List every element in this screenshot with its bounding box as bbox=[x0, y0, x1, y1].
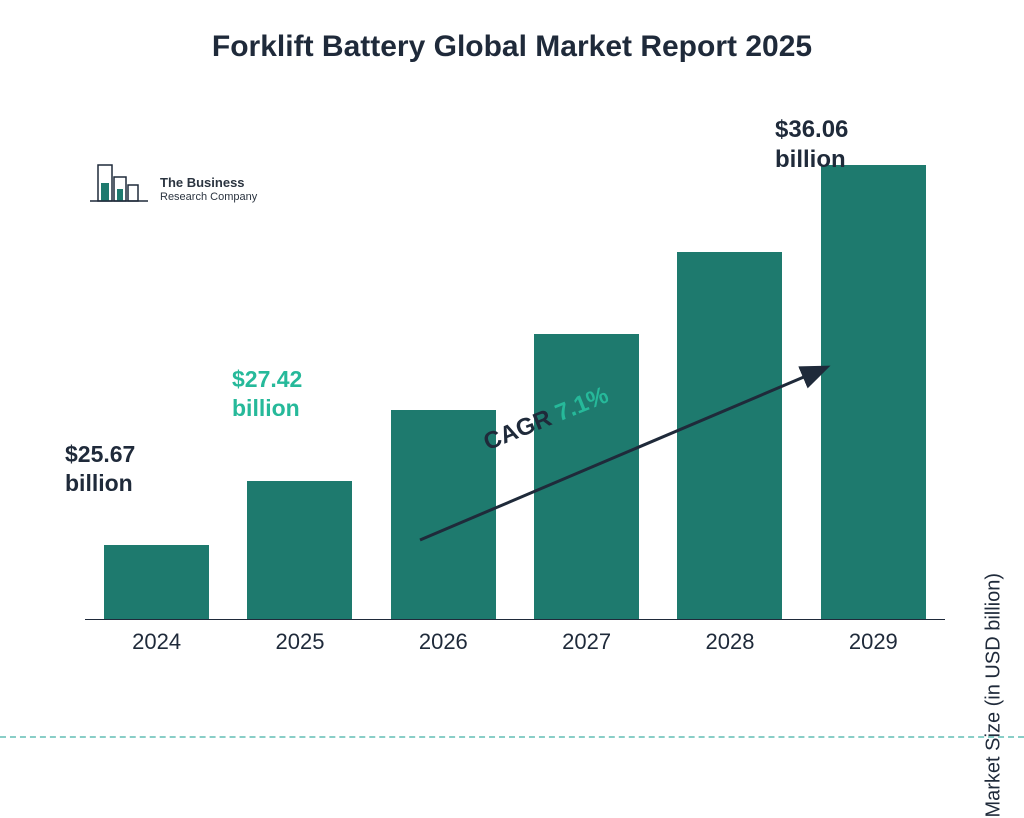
bar bbox=[677, 252, 782, 620]
callout-2024: $25.67 billion bbox=[65, 440, 185, 498]
bar-wrap bbox=[813, 165, 933, 620]
bar bbox=[247, 481, 352, 620]
x-label: 2027 bbox=[527, 629, 647, 655]
bars-group bbox=[85, 150, 945, 620]
x-label: 2024 bbox=[97, 629, 217, 655]
bar-wrap bbox=[97, 545, 217, 620]
x-label: 2026 bbox=[383, 629, 503, 655]
bar bbox=[104, 545, 209, 620]
chart-title: Forklift Battery Global Market Report 20… bbox=[0, 30, 1024, 64]
x-label: 2025 bbox=[240, 629, 360, 655]
bar bbox=[534, 334, 639, 620]
bar bbox=[821, 165, 926, 620]
bar bbox=[391, 410, 496, 620]
x-axis-baseline bbox=[85, 619, 945, 620]
chart-area: CAGR 7.1% 202420252026202720282029 bbox=[85, 150, 945, 660]
callout-2025: $27.42 billion bbox=[232, 365, 352, 423]
bar-wrap bbox=[527, 334, 647, 620]
bar-wrap bbox=[240, 481, 360, 620]
callout-2029: $36.06 billion bbox=[775, 115, 895, 175]
footer-dashed-line bbox=[0, 736, 1024, 738]
x-label: 2029 bbox=[813, 629, 933, 655]
chart-container: Forklift Battery Global Market Report 20… bbox=[0, 0, 1024, 768]
y-axis-label: Market Size (in USD billion) bbox=[983, 573, 1006, 818]
bar-wrap bbox=[670, 252, 790, 620]
x-label: 2028 bbox=[670, 629, 790, 655]
